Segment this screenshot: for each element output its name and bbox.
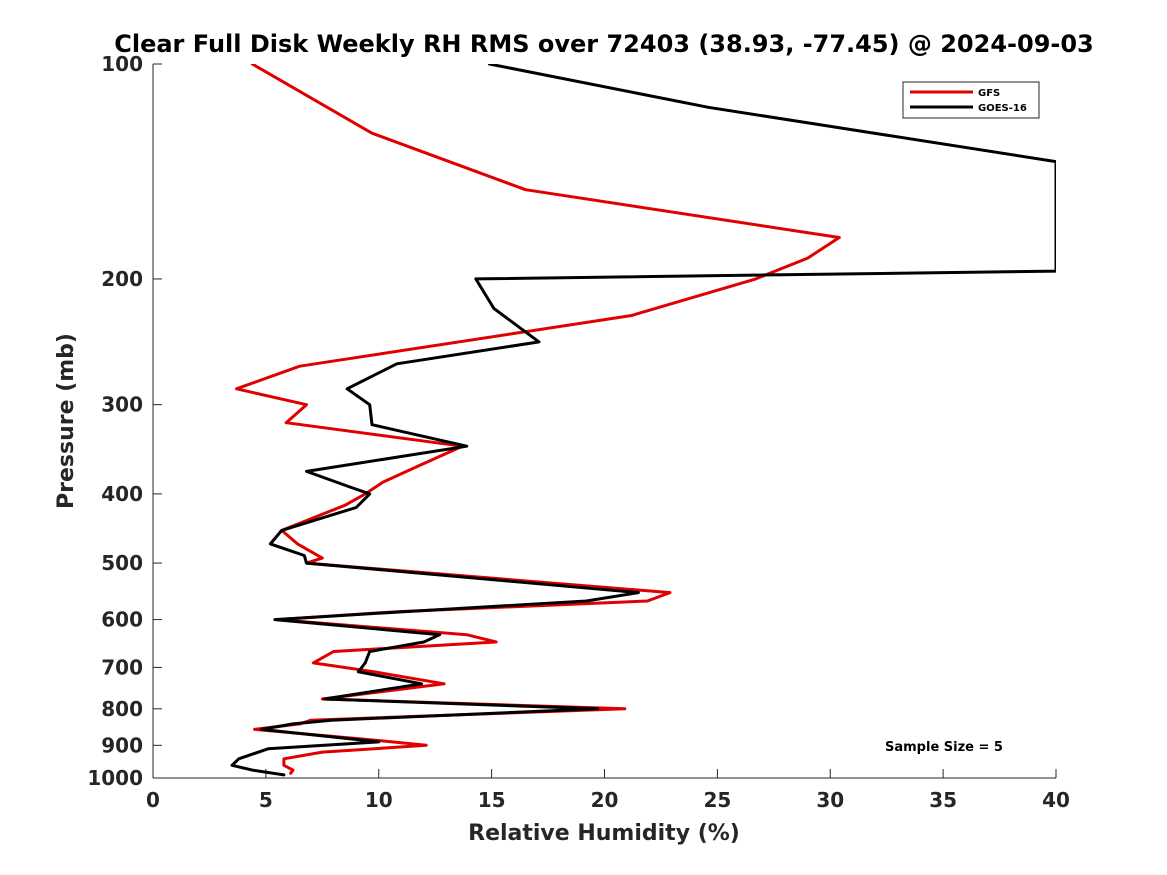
legend-label-goes16: GOES-16	[978, 103, 1027, 114]
y-tick-label: 1000	[87, 766, 143, 790]
y-tick-label: 600	[101, 608, 143, 632]
x-axis-label: Relative Humidity (%)	[468, 821, 740, 846]
x-tick-label: 20	[591, 788, 619, 812]
x-tick-label: 5	[259, 788, 273, 812]
y-axis-label: Pressure (mb)	[54, 333, 79, 509]
y-tick-label: 200	[101, 267, 143, 291]
series-line-goes-16	[230, 64, 1056, 777]
y-tick-label: 100	[101, 52, 143, 76]
y-tick-label: 500	[101, 551, 143, 575]
y-tick-label: 800	[101, 697, 143, 721]
x-tick-label: 10	[365, 788, 393, 812]
y-tick-label: 700	[101, 655, 143, 679]
chart-title: Clear Full Disk Weekly RH RMS over 72403…	[114, 30, 1094, 58]
legend: GFS GOES-16	[902, 81, 1040, 119]
x-tick-label: 15	[478, 788, 506, 812]
legend-label-gfs: GFS	[978, 88, 1000, 99]
x-tick-label: 30	[816, 788, 844, 812]
x-tick-label: 0	[146, 788, 160, 812]
x-tick-label: 40	[1042, 788, 1070, 812]
plot-area: 0 5 10 15 20 25 30 35 40 100 200 300 400 500 600 700 800…	[87, 52, 1070, 812]
x-tick-label: 25	[703, 788, 731, 812]
sample-size-annotation: Sample Size = 5	[885, 740, 1003, 755]
series-line-gfs	[235, 64, 841, 775]
y-tick-label: 300	[101, 393, 143, 417]
y-tick-label: 400	[101, 482, 143, 506]
y-tick-label: 900	[101, 733, 143, 757]
x-tick-label: 35	[929, 788, 957, 812]
legend-box	[902, 81, 1040, 119]
